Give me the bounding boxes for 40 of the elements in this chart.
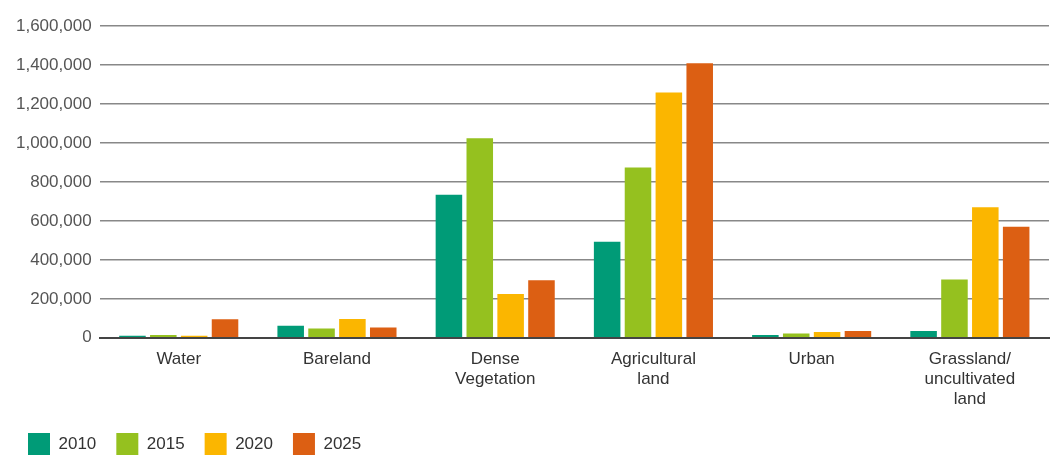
y-tick-label: 800,000: [30, 171, 92, 191]
x-tick-label: Agricultural land: [610, 348, 696, 389]
bar: [844, 330, 872, 338]
bar: [686, 63, 713, 338]
bar: [211, 319, 239, 338]
legend-label: 2025: [323, 433, 362, 453]
y-tick-label: 200,000: [30, 288, 92, 308]
y-tick-label: 1,200,000: [15, 93, 92, 113]
x-tick-label: Grassland/ uncultivated land: [924, 348, 1016, 409]
bar: [497, 293, 524, 338]
bar: [624, 167, 652, 338]
bar: [593, 241, 621, 338]
x-tick-label: Water: [156, 348, 202, 368]
legend-label: 2020: [235, 433, 273, 453]
x-tick-label: Bareland: [302, 348, 371, 368]
bar: [308, 328, 335, 338]
y-tick-label: 600,000: [30, 210, 92, 230]
y-tick-label: 400,000: [30, 249, 92, 269]
bar: [655, 92, 683, 338]
y-tick-label: 1,400,000: [15, 54, 92, 74]
bar: [1002, 226, 1030, 338]
bar: [150, 334, 177, 338]
bar: [972, 207, 999, 338]
y-tick-label: 1,000,000: [15, 132, 92, 152]
bar: [339, 318, 366, 338]
bar: [813, 331, 841, 338]
bar: [528, 280, 555, 338]
y-tick-label: 0: [82, 327, 92, 347]
bar: [277, 325, 304, 338]
legend-label: 2015: [146, 433, 185, 453]
bar: [369, 327, 397, 338]
bar: [910, 330, 937, 338]
bar: [466, 138, 494, 338]
x-tick-label: Urban: [788, 348, 835, 368]
bar: [941, 279, 968, 338]
legend-label: 2010: [58, 433, 97, 453]
x-tick-label: Dense Vegetation: [455, 348, 536, 389]
y-tick-label: 1,600,000: [15, 15, 92, 35]
bar: [752, 334, 779, 338]
bar: [435, 194, 463, 338]
